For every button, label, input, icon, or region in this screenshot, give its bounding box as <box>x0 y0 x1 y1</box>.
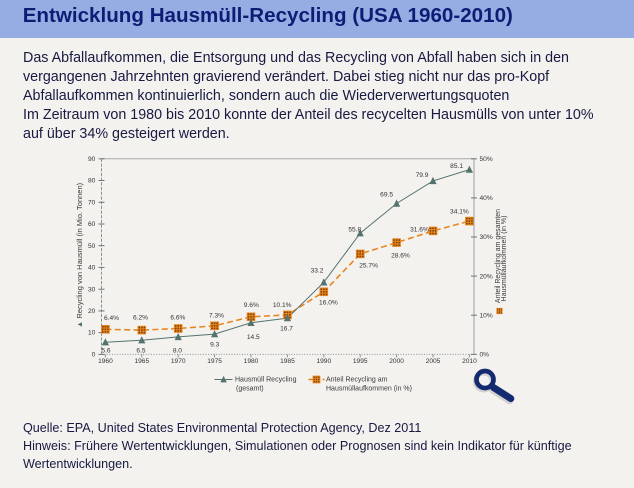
svg-text:6.4%: 6.4% <box>104 315 119 322</box>
svg-text:90: 90 <box>88 156 96 163</box>
svg-text:2005: 2005 <box>426 358 441 365</box>
svg-text:(gesamt): (gesamt) <box>236 386 264 393</box>
svg-text:10.1%: 10.1% <box>273 302 292 309</box>
svg-text:1960: 1960 <box>98 358 113 365</box>
svg-text:Hausmüllaufkommen (in %): Hausmüllaufkommen (in %) <box>326 386 412 393</box>
svg-text:1990: 1990 <box>316 358 331 365</box>
svg-text:20: 20 <box>88 308 96 315</box>
svg-text:0%: 0% <box>480 352 490 359</box>
svg-text:33.2: 33.2 <box>311 267 324 274</box>
svg-text:9.3: 9.3 <box>210 342 219 349</box>
svg-text:40: 40 <box>88 265 96 272</box>
svg-text:Hausmüllaufkommen (in %): Hausmüllaufkommen (in %) <box>501 216 508 302</box>
svg-text:85.1: 85.1 <box>450 163 463 170</box>
svg-text:34.1%: 34.1% <box>450 209 469 216</box>
svg-text:25.7%: 25.7% <box>359 263 378 270</box>
svg-text:50%: 50% <box>480 156 493 163</box>
svg-text:20%: 20% <box>480 273 493 280</box>
svg-text:70: 70 <box>88 199 96 206</box>
svg-text:1975: 1975 <box>207 358 222 365</box>
svg-text:79.9: 79.9 <box>416 172 429 179</box>
svg-text:Anteil Recycling am gesamten: Anteil Recycling am gesamten <box>495 209 502 303</box>
svg-text:60: 60 <box>88 221 96 228</box>
svg-text:6.2%: 6.2% <box>133 315 148 322</box>
svg-text:30: 30 <box>88 286 96 293</box>
svg-text:6.6%: 6.6% <box>170 314 185 321</box>
svg-text:69.5: 69.5 <box>380 192 393 199</box>
svg-text:2010: 2010 <box>462 358 477 365</box>
svg-text:1995: 1995 <box>353 358 368 365</box>
svg-text:8.0: 8.0 <box>173 347 182 354</box>
svg-text:28.6%: 28.6% <box>391 252 410 259</box>
svg-text:16.7: 16.7 <box>280 325 293 332</box>
svg-text:Anteil Recycling am: Anteil Recycling am <box>326 377 388 384</box>
svg-text:14.5: 14.5 <box>247 334 260 341</box>
svg-text:1985: 1985 <box>280 358 295 365</box>
svg-text:31.6%: 31.6% <box>410 226 429 233</box>
svg-text:1970: 1970 <box>171 358 186 365</box>
svg-text:30%: 30% <box>480 234 493 241</box>
svg-text:▲ Recycling von Hausmüll (in M: ▲ Recycling von Hausmüll (in Mio. Tonnen… <box>75 182 84 328</box>
svg-text:Hausmüll Recycling: Hausmüll Recycling <box>235 377 297 384</box>
svg-text:10: 10 <box>88 330 96 337</box>
svg-text:55.8: 55.8 <box>348 227 361 234</box>
svg-text:16.0%: 16.0% <box>319 299 338 306</box>
svg-text:2000: 2000 <box>389 358 404 365</box>
svg-text:0: 0 <box>92 352 96 359</box>
svg-text:7.3%: 7.3% <box>209 313 224 320</box>
svg-text:80: 80 <box>88 178 96 185</box>
svg-text:10%: 10% <box>480 312 493 319</box>
svg-text:6.5: 6.5 <box>136 347 145 354</box>
svg-text:40%: 40% <box>480 195 493 202</box>
svg-text:1980: 1980 <box>244 358 259 365</box>
svg-text:50: 50 <box>88 243 96 250</box>
svg-text:5.6: 5.6 <box>101 347 110 354</box>
svg-text:1965: 1965 <box>134 358 149 365</box>
svg-text:9.6%: 9.6% <box>244 302 259 309</box>
